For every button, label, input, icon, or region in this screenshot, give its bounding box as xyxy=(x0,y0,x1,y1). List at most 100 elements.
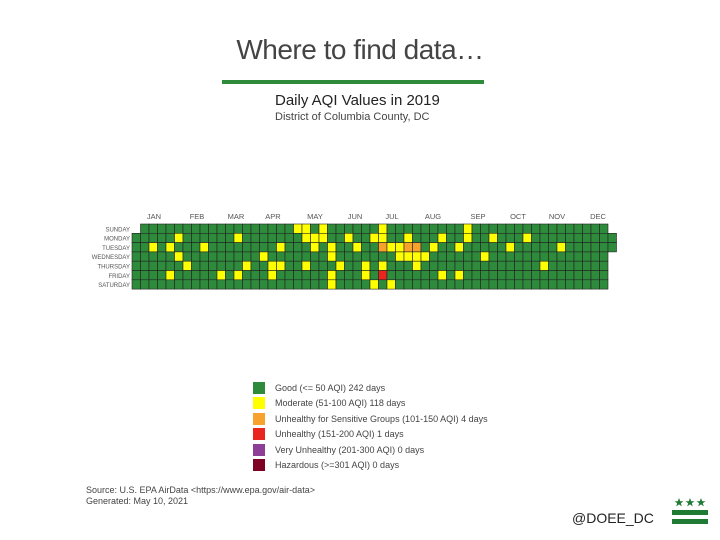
day-cell xyxy=(420,223,430,234)
day-cell xyxy=(250,260,260,271)
day-cell xyxy=(267,223,277,234)
day-cell xyxy=(318,233,328,243)
day-cell xyxy=(582,242,592,253)
day-cell xyxy=(454,242,464,253)
day-cell xyxy=(488,233,498,243)
legend-item-unhealthy: Unhealthy (151-200 AQI) 1 days xyxy=(253,427,488,443)
day-cell xyxy=(599,223,609,234)
day-cell xyxy=(131,270,141,281)
day-cell xyxy=(505,233,515,243)
day-cell xyxy=(548,233,558,243)
day-cell xyxy=(301,233,311,243)
day-cell xyxy=(157,233,167,243)
day-cell xyxy=(573,223,583,234)
day-cell xyxy=(165,260,175,271)
day-cell xyxy=(480,270,490,281)
day-cell xyxy=(378,251,388,262)
day-cell xyxy=(148,260,158,271)
day-cell xyxy=(140,251,150,262)
legend-item-usg: Unhealthy for Sensitive Groups (101-150 … xyxy=(253,411,488,427)
day-cell xyxy=(284,260,294,271)
day-cell xyxy=(182,279,192,290)
day-cell xyxy=(454,251,464,262)
day-cell xyxy=(259,223,269,234)
day-cell xyxy=(582,233,592,243)
day-cell xyxy=(259,260,269,271)
day-cell xyxy=(369,279,379,290)
day-cell xyxy=(386,260,396,271)
day-cell xyxy=(191,223,201,234)
day-cell xyxy=(463,251,473,262)
day-cell xyxy=(293,251,303,262)
day-cell xyxy=(531,270,541,281)
day-cell xyxy=(267,251,277,262)
day-cell xyxy=(310,242,320,253)
day-cell xyxy=(590,223,600,234)
day-cell xyxy=(233,251,243,262)
day-cell xyxy=(233,260,243,271)
day-cell xyxy=(522,279,532,290)
day-cell xyxy=(199,260,209,271)
day-cell xyxy=(344,233,354,243)
day-cell xyxy=(208,223,218,234)
day-cell xyxy=(539,270,549,281)
day-cell xyxy=(437,251,447,262)
day-cell xyxy=(429,279,439,290)
day-cell xyxy=(386,233,396,243)
day-cell xyxy=(582,270,592,281)
day-cell xyxy=(250,251,260,262)
day-cell xyxy=(548,260,558,271)
day-cell xyxy=(259,251,269,262)
day-cell xyxy=(216,233,226,243)
day-cell xyxy=(157,279,167,290)
day-cell xyxy=(386,251,396,262)
legend-label-very-unhealthy: Very Unhealthy (201-300 AQI) 0 days xyxy=(275,444,425,455)
day-cell xyxy=(369,260,379,271)
day-cell xyxy=(259,279,269,290)
day-cell xyxy=(242,223,252,234)
legend-swatch-very-unhealthy xyxy=(253,443,265,456)
day-cell xyxy=(225,242,235,253)
day-cell xyxy=(590,260,600,271)
day-cell xyxy=(556,260,566,271)
month-label: JAN xyxy=(147,212,161,221)
day-cell xyxy=(420,242,430,253)
day-cell xyxy=(352,260,362,271)
day-cell xyxy=(242,279,252,290)
legend-label-hazardous: Hazardous (>=301 AQI) 0 days xyxy=(275,460,400,471)
day-cell xyxy=(514,270,524,281)
title-underline xyxy=(222,80,484,84)
day-cell xyxy=(233,233,243,243)
day-cell xyxy=(522,233,532,243)
day-cell xyxy=(361,223,371,234)
day-cell xyxy=(242,251,252,262)
day-cell xyxy=(429,260,439,271)
day-cell xyxy=(471,233,481,243)
day-cell xyxy=(378,223,388,234)
day-cell xyxy=(327,242,337,253)
day-cell xyxy=(225,251,235,262)
day-cell xyxy=(548,279,558,290)
weekday-label: THURSDAY xyxy=(97,265,130,271)
day-cell xyxy=(301,223,311,234)
day-cell xyxy=(208,279,218,290)
day-cell xyxy=(446,233,456,243)
day-cell xyxy=(165,279,175,290)
day-cell xyxy=(590,251,600,262)
month-label: JUL xyxy=(385,212,398,221)
day-cell xyxy=(505,223,515,234)
day-cell xyxy=(242,242,252,253)
day-cell xyxy=(590,242,600,253)
day-cell xyxy=(157,251,167,262)
day-cell xyxy=(174,260,184,271)
day-cell xyxy=(429,251,439,262)
day-cell xyxy=(437,260,447,271)
day-cell xyxy=(403,233,413,243)
day-cell xyxy=(225,270,235,281)
day-cell xyxy=(497,223,507,234)
day-cell xyxy=(335,223,345,234)
day-cell xyxy=(522,251,532,262)
day-cell xyxy=(242,270,252,281)
month-label: DEC xyxy=(590,212,606,221)
day-cell xyxy=(556,270,566,281)
